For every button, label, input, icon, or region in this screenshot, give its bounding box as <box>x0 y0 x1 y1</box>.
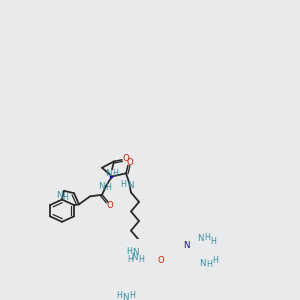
Text: H: H <box>210 237 216 246</box>
Text: H: H <box>204 233 210 242</box>
Text: O: O <box>127 158 134 167</box>
Text: H: H <box>129 291 135 300</box>
Polygon shape <box>145 267 148 269</box>
Text: N: N <box>132 248 138 257</box>
Text: O: O <box>123 154 129 163</box>
Text: H: H <box>105 183 111 192</box>
Text: N: N <box>122 293 128 300</box>
Text: N: N <box>199 260 205 268</box>
Text: O: O <box>106 201 113 210</box>
Text: N: N <box>127 181 133 190</box>
Text: N: N <box>105 169 111 178</box>
Text: O: O <box>158 256 164 265</box>
Text: N: N <box>56 191 62 200</box>
Text: H: H <box>116 291 122 300</box>
Text: H: H <box>206 260 212 269</box>
Text: H: H <box>120 180 126 189</box>
Text: H: H <box>138 255 144 264</box>
Polygon shape <box>110 176 112 178</box>
Text: H: H <box>212 256 218 265</box>
Text: H: H <box>127 255 133 264</box>
Text: N: N <box>197 234 203 243</box>
Text: H: H <box>62 193 68 202</box>
Text: N: N <box>98 182 104 190</box>
Text: N: N <box>183 241 189 250</box>
Text: H: H <box>126 247 132 256</box>
Text: H: H <box>112 169 118 178</box>
Text: N: N <box>131 253 137 262</box>
